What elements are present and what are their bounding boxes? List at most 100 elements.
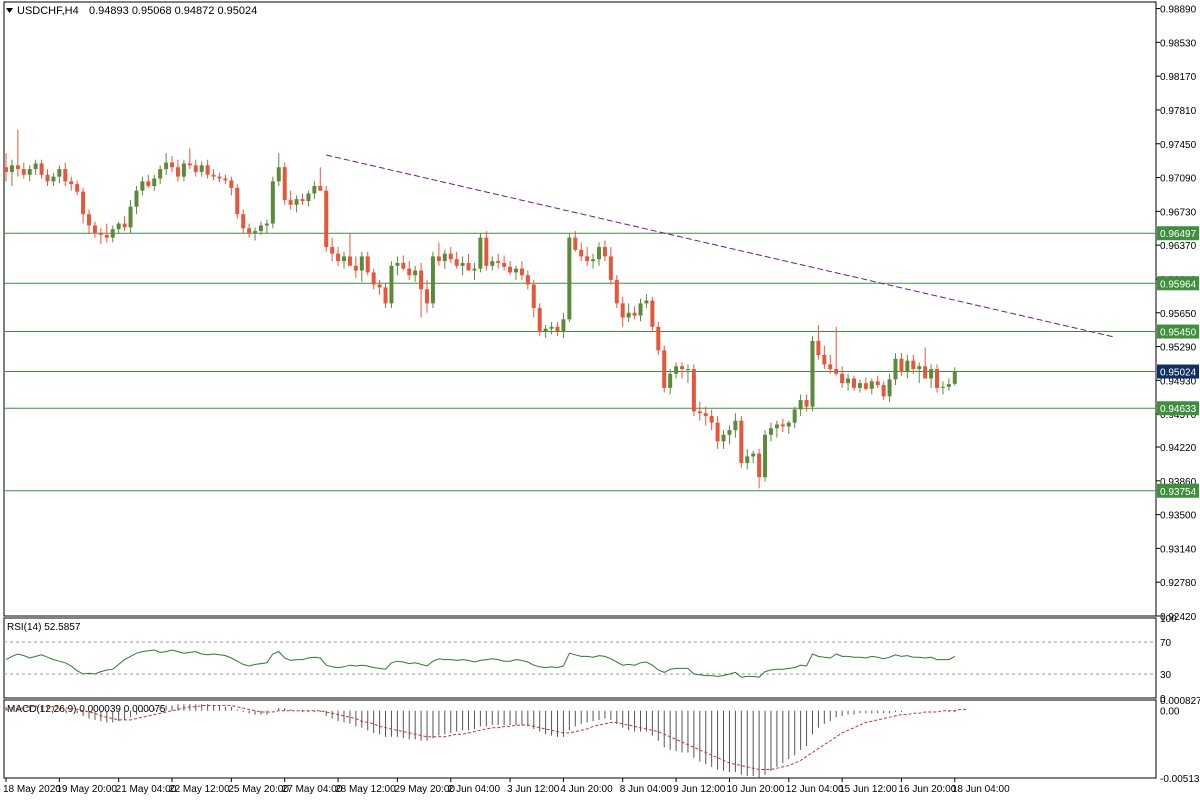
candle-body-bull [946,384,951,387]
candle-body-bear [537,308,542,332]
rsi-title: RSI(14) 52.5857 [7,622,81,633]
candle-body-bull [768,428,773,435]
candle-body-bear [484,237,489,266]
candle-body-bull [110,229,115,238]
candle-body-bull [158,169,163,179]
price-axis-label: 0.94220 [1160,443,1197,454]
level-tag-label: 0.95024 [1160,368,1197,379]
candle-body-bear [614,279,619,304]
price-axis-label: 0.98530 [1160,38,1197,49]
candle-body-bear [828,364,833,370]
candle-body-bear [247,228,252,233]
candle-body-bear [875,381,880,386]
price-panel: USDCHF,H4 0.94893 0.95068 0.94872 0.9502… [3,1,1199,623]
candle-body-bull [674,366,679,374]
candle-body-bull [164,162,169,170]
candle-body-bear [585,256,590,262]
candle-body-bear [632,312,637,316]
candle-body-bear [193,165,198,172]
candle-body-bull [140,181,145,191]
price-axis-label: 0.95650 [1160,309,1197,320]
collapse-arrow-icon[interactable] [6,8,13,13]
candle-body-bear [175,167,180,177]
candle-body-bull [128,206,133,228]
candle-body-bull [134,190,139,207]
candle-body-bull [549,326,554,329]
candle-body-bear [324,190,329,248]
candle-body-bull [57,169,62,177]
candle-body-bull [294,199,299,205]
candle-body-bear [555,326,560,332]
candle-body-bear [98,232,103,235]
candle-body-bull [786,422,791,427]
candle-body-bear [573,237,578,250]
candle-body-bear [217,176,222,179]
candle-body-bear [519,268,524,276]
candle-body-bear [15,165,20,170]
candle-body-bear [371,272,376,285]
price-axis-label: 0.92780 [1160,578,1197,589]
price-axis-label: 0.96370 [1160,241,1197,252]
candle-body-bull [199,165,204,172]
candle-body-bear [170,162,175,168]
candle-body-bear [709,416,714,423]
candle-body-bull [668,373,673,388]
candle-body-bear [691,369,696,412]
candle-body-bull [763,434,768,478]
candle-body-bull [9,165,14,172]
candle-body-bear [608,256,613,280]
candle-body-bear [21,169,26,175]
candle-body-bull [116,223,121,230]
level-tag-bg [1157,226,1199,241]
time-axis-label: 18 Jun 04:00 [952,784,1010,795]
candle-body-bear [911,360,916,370]
candle-body-bull [342,256,347,262]
candle-body-bear [602,247,607,257]
time-axis-label: 22 May 12:00 [169,784,230,795]
macd-panel-frame [3,699,1157,779]
candle-body-bear [715,422,720,442]
candle-body-bear [104,234,109,238]
candle-body-bull [644,300,649,304]
candle-body-bull [567,237,572,320]
candle-body-bear [508,266,513,273]
time-axis-label: 29 May 20:00 [394,784,455,795]
candle-body-bull [685,369,690,371]
price-axis-label: 0.94930 [1160,376,1197,387]
candle-body-bear [662,350,667,388]
candle-body-bear [69,181,74,185]
rsi-line [5,649,956,678]
time-axis-label: 10 Jun 20:00 [726,784,784,795]
price-axis-label: 0.95290 [1160,343,1197,354]
candle-body-bear [353,265,358,271]
candle-body-bear [502,262,507,267]
candle-body-bear [454,259,459,266]
candle-body-bull [395,262,400,266]
time-axis-label: 8 Jun 04:00 [620,784,673,795]
price-panel-frame [3,1,1157,617]
candle-body-bear [383,287,388,304]
candle-body-bear [620,303,625,318]
candle-body-bull [430,256,435,304]
candle-body-bull [276,167,281,182]
time-axis-label: 19 May 20:00 [56,784,117,795]
level-tag-label: 0.95450 [1160,328,1197,339]
level-tag-label: 0.93754 [1160,487,1197,498]
candle-body-bear [401,262,406,269]
candle-body-bear [63,169,68,182]
candle-body-bull [312,186,317,194]
candle-body-bull [917,366,922,370]
time-axis-label: 18 May 2020 [3,784,61,795]
candle-body-bear [229,180,234,188]
candle-body-bull [774,424,779,429]
candle-body-bear [697,411,702,414]
candle-body-bear [336,253,341,262]
candle-body-bull [626,312,631,318]
time-axis-label: 3 Jun 12:00 [507,784,560,795]
time-axis-label: 27 May 04:00 [282,784,343,795]
price-axis-label: 0.93860 [1160,477,1197,488]
price-axis-label: 0.93140 [1160,544,1197,555]
candle-body-bear [241,214,246,229]
candle-body-bull [846,378,851,384]
candle-body-bear [680,366,685,370]
